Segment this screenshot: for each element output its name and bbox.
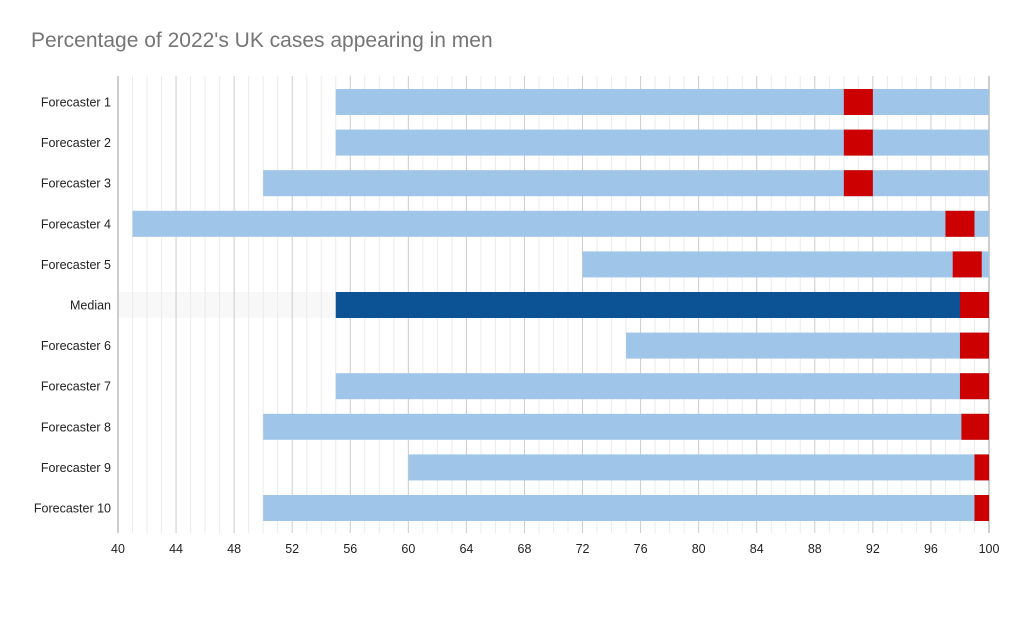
- chart-title: Percentage of 2022's UK cases appearing …: [31, 29, 493, 52]
- point-estimate-marker: [945, 210, 975, 237]
- range-bar: [335, 373, 989, 400]
- range-bar: [263, 495, 990, 521]
- range-bar: [335, 89, 989, 115]
- range-bar: [335, 129, 989, 156]
- range-bar: [263, 413, 990, 440]
- category-label: Forecaster 10: [34, 502, 111, 516]
- category-label: Forecaster 3: [41, 177, 111, 191]
- point-estimate-marker: [952, 251, 982, 278]
- range-bar: [132, 210, 989, 237]
- category-labels: Forecaster 1 Forecaster 2 Forecaster 3 Fore…: [34, 96, 111, 516]
- x-tick-label: 60: [401, 542, 415, 556]
- x-tick-label: 96: [924, 542, 938, 556]
- x-tick-label: 52: [285, 542, 299, 556]
- x-tick-label: 64: [459, 542, 473, 556]
- median-range-bar: [335, 292, 989, 318]
- category-label: Forecaster 9: [41, 461, 111, 475]
- x-tick-label: 72: [576, 542, 590, 556]
- median-band-layer: [118, 292, 336, 318]
- x-tick-label: 84: [750, 542, 764, 556]
- point-estimate-marker: [843, 89, 873, 115]
- x-tick-label: 40: [111, 542, 125, 556]
- x-tick-label: 88: [808, 542, 822, 556]
- range-bar: [263, 170, 990, 197]
- x-tick-label: 68: [518, 542, 532, 556]
- point-estimate-marker: [959, 292, 989, 318]
- x-tick-label: 76: [634, 542, 648, 556]
- median-row-background: [118, 292, 336, 318]
- category-label: Forecaster 7: [41, 380, 111, 394]
- category-label: Forecaster 6: [41, 339, 111, 353]
- x-tick-label: 80: [692, 542, 706, 556]
- category-label: Median: [70, 299, 111, 313]
- category-label: Forecaster 8: [41, 420, 111, 434]
- point-estimate-marker: [959, 332, 989, 359]
- x-tick-label: 48: [227, 542, 241, 556]
- range-bar: [582, 251, 989, 278]
- x-tick-label: 100: [979, 542, 1000, 556]
- x-tick-label: 44: [169, 542, 183, 556]
- point-estimate-marker: [843, 129, 873, 156]
- point-estimate-marker: [974, 454, 989, 481]
- point-estimate-marker: [974, 495, 989, 521]
- bars: [132, 89, 990, 521]
- range-bar: [626, 332, 989, 359]
- x-tick-label: 92: [866, 542, 880, 556]
- category-label: Forecaster 1: [41, 96, 111, 110]
- category-label: Forecaster 2: [41, 136, 111, 150]
- point-estimate-marker: [961, 413, 989, 440]
- range-bar: [408, 454, 989, 481]
- x-axis-tick-labels: 40 44 48 52 56 60 64 68 72 76 80 84 88 92 96 100: [111, 542, 999, 556]
- point-estimate-marker: [843, 170, 873, 197]
- x-tick-label: 56: [343, 542, 357, 556]
- point-estimate-marker: [959, 373, 989, 400]
- category-label: Forecaster 4: [41, 217, 111, 231]
- category-label: Forecaster 5: [41, 258, 111, 272]
